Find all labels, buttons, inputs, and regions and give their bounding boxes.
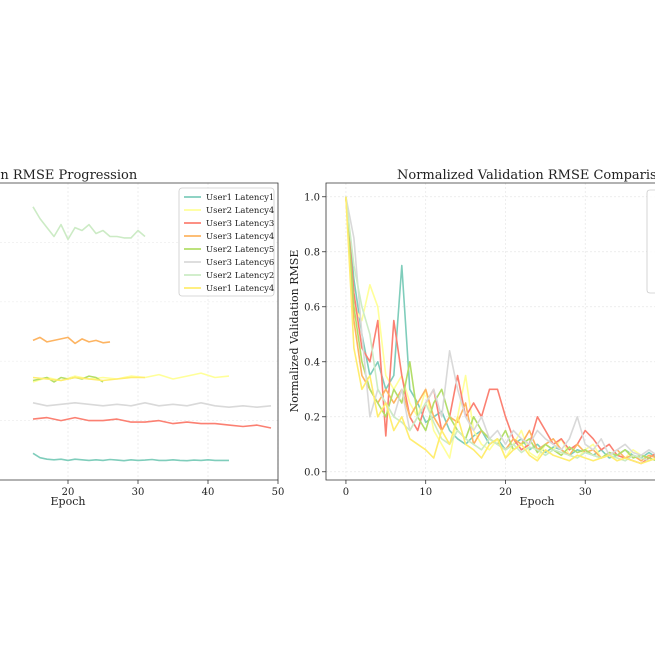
right-y-tick-label: 0.8 [304, 247, 320, 258]
right-y-tick-label: 1.0 [304, 192, 320, 203]
right-chart: 0 10 20 30 0.0 0.2 0.4 0.6 0.8 1.0 Normalized Va… [288, 168, 655, 508]
right-series-line-2 [345, 196, 655, 465]
right-series-line-3 [345, 196, 655, 462]
left-axes-frame [0, 182, 279, 481]
left-x-axis-label: Epoch [51, 495, 86, 508]
right-series-line-4 [345, 196, 655, 461]
left-series-line-5 [32, 402, 272, 408]
left-x-tick-label: 30 [132, 487, 145, 498]
right-axes-frame [325, 182, 655, 481]
right-series-line-1 [345, 196, 655, 459]
right-y-tick-label: 0.4 [304, 357, 320, 368]
left-series-line-6 [32, 206, 146, 241]
right-y-tick-label: 0.2 [304, 412, 320, 423]
right-x-ticks: 0 10 20 30 [343, 480, 592, 498]
left-legend-label: User2 Latency4 [206, 206, 274, 216]
left-legend-label: User1 Latency1 [206, 193, 274, 203]
right-series-line-0 [345, 196, 655, 459]
right-legend-stub [646, 189, 655, 294]
right-series-group [345, 196, 655, 465]
left-series-line-3 [32, 336, 111, 345]
left-legend-label: User2 Latency5 [206, 245, 274, 255]
left-x-tick-label: 40 [202, 487, 215, 498]
left-legend: User1 Latency1 User2 Latency4 User3 Latenc… [178, 187, 275, 297]
right-chart-title: Normalized Validation RMSE Comparison [397, 168, 655, 183]
left-chart: 20 30 40 50 Validation RMSE Progression Epo… [0, 168, 284, 508]
left-legend-label: User2 Latency2 [206, 271, 274, 281]
left-legend-label: User1 Latency4 [206, 284, 274, 294]
left-x-tick-label: 50 [272, 487, 285, 498]
right-x-axis-label: Epoch [520, 495, 555, 508]
right-series-line-7 [345, 196, 655, 465]
right-series-line-6 [345, 196, 655, 462]
right-y-ticks: 0.0 0.2 0.4 0.6 0.8 1.0 [304, 192, 326, 478]
left-series-line-0 [32, 452, 229, 462]
left-legend-label: User3 Latency3 [206, 219, 274, 229]
left-series-line-2 [32, 416, 272, 429]
right-grid [326, 183, 655, 480]
left-legend-label: User3 Latency4 [206, 232, 274, 242]
left-legend-label: User3 Latency6 [206, 258, 274, 268]
right-y-tick-label: 0.0 [304, 467, 320, 478]
right-x-tick-label: 0 [343, 487, 349, 498]
right-x-tick-label: 10 [419, 487, 432, 498]
right-series-line-5 [345, 196, 655, 457]
left-legend-frame [178, 187, 275, 297]
right-x-tick-label: 30 [579, 487, 592, 498]
left-chart-title: Validation RMSE Progression [0, 168, 138, 183]
right-legend-frame [646, 189, 655, 294]
right-x-tick-label: 20 [499, 487, 512, 498]
right-y-tick-label: 0.6 [304, 302, 320, 313]
left-x-tick-label: 20 [62, 487, 75, 498]
left-series-group [32, 206, 272, 462]
left-x-ticks: 20 30 40 50 [62, 480, 285, 498]
left-series-line-7 [32, 376, 145, 382]
right-y-axis-label: Normalized Validation RMSE [288, 250, 301, 413]
